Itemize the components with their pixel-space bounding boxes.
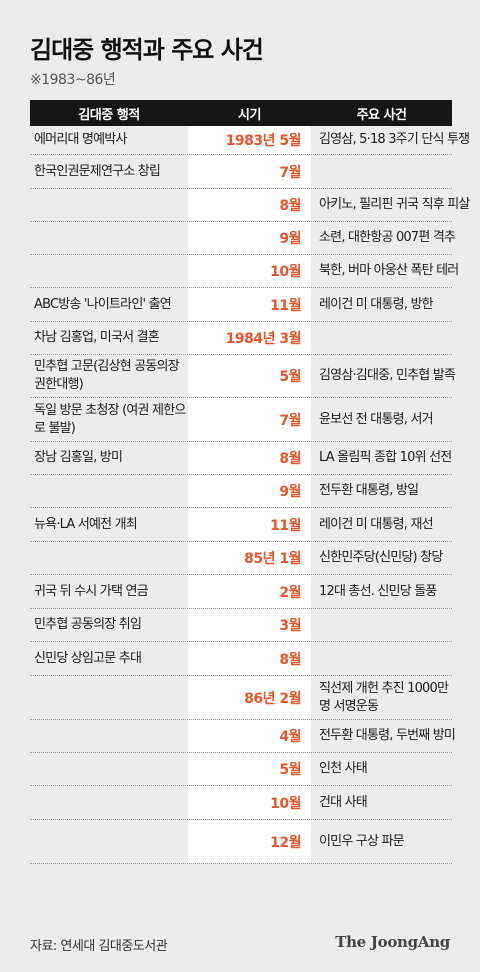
header-events: 주요 사건 xyxy=(356,107,407,123)
table-row: 10월 건대 사태 xyxy=(30,786,452,820)
row-event xyxy=(311,609,452,641)
table-row: 한국인권문제연구소 창립 7월 xyxy=(30,155,452,189)
row-period: 3월 xyxy=(188,609,311,641)
row-period: 7월 xyxy=(188,398,311,441)
table-row: 8월 아키노, 필리핀 귀국 직후 피살 xyxy=(30,189,470,222)
row-period: 12월 xyxy=(188,820,311,863)
row-activity: ABC방송 '나이트라인' 출연 xyxy=(34,296,172,312)
row-activity xyxy=(30,255,188,287)
row-period: 10월 xyxy=(188,786,311,819)
row-activity: 한국인권문제연구소 창립 xyxy=(34,163,161,179)
row-event: 북한, 버마 아웅산 폭탄 테러 xyxy=(319,263,459,278)
row-event: 건대 사태 xyxy=(319,794,368,810)
table-row: 차남 김홍업, 미국서 결혼 1984년 3월 xyxy=(30,322,452,355)
row-event xyxy=(311,642,452,675)
table-row: 85년 1월 신한민주당(신민당) 창당 xyxy=(30,542,452,575)
row-activity: 뉴욕·LA 서예전 개최 xyxy=(34,516,138,532)
table-row: 신민당 상임고문 추대 8월 xyxy=(30,642,452,676)
row-period: 8월 xyxy=(188,442,311,474)
row-period: 9월 xyxy=(188,222,311,254)
row-event xyxy=(311,322,452,354)
row-activity xyxy=(30,786,188,819)
row-activity: 신민당 상임고문 추대 xyxy=(34,650,142,666)
row-period: 8월 xyxy=(188,189,311,221)
row-event: 전두환 대통령, 두번째 방미 xyxy=(319,728,456,743)
row-activity: 귀국 뒤 수시 가택 연금 xyxy=(34,583,149,599)
row-period: 5월 xyxy=(188,355,311,397)
row-period: 1984년 3월 xyxy=(188,322,311,354)
table-row: 12월 이민우 구상 파문 xyxy=(30,820,452,864)
row-event xyxy=(311,155,452,188)
row-activity xyxy=(30,189,188,221)
row-activity: 장남 김홍일, 방미 xyxy=(34,450,123,465)
row-period: 1983년 5월 xyxy=(188,126,311,154)
publisher-logo: The JoongAng xyxy=(335,933,450,951)
row-period: 2월 xyxy=(188,575,311,608)
row-activity xyxy=(30,542,188,574)
table-row: 독일 방문 초청장 (여권 제한으로 불발) 7월 윤보선 전 대통령, 서거 xyxy=(30,398,452,442)
row-period: 11월 xyxy=(188,508,311,541)
table-row: 10월 북한, 버마 아웅산 폭탄 테러 xyxy=(30,255,459,288)
header-activity: 김대중 행적 xyxy=(78,107,140,123)
row-event: 레이건 미 대통령, 방한 xyxy=(319,296,434,312)
row-event: LA 올림픽 종합 10위 선전 xyxy=(319,450,452,465)
row-activity xyxy=(30,820,188,863)
row-activity: 차남 김홍업, 미국서 결혼 xyxy=(34,330,160,345)
row-activity: 민추협 공동의장 취임 xyxy=(34,617,142,632)
row-period: 11월 xyxy=(188,288,311,321)
row-event: 인천 사태 xyxy=(319,761,368,776)
table-row: ABC방송 '나이트라인' 출연 11월 레이건 미 대통령, 방한 xyxy=(30,288,452,322)
row-activity xyxy=(30,475,188,507)
table-row: 86년 2월 직선제 개헌 추진 1000만명 서명운동 xyxy=(30,676,452,720)
row-event: 직선제 개헌 추진 1000만명 서명운동 xyxy=(319,680,449,714)
table-row: 민추협 공동의장 취임 3월 xyxy=(30,609,452,642)
row-period: 9월 xyxy=(188,475,311,507)
row-event: 이민우 구상 파문 xyxy=(319,833,405,849)
row-activity xyxy=(30,222,188,254)
table-row: 4월 전두환 대통령, 두번째 방미 xyxy=(30,720,456,753)
row-period: 85년 1월 xyxy=(188,542,311,574)
row-period: 10월 xyxy=(188,255,311,287)
row-event: 아키노, 필리핀 귀국 직후 피살 xyxy=(319,197,470,212)
page-title: 김대중 행적과 주요 사건 xyxy=(30,36,264,64)
row-period: 4월 xyxy=(188,720,311,752)
row-activity: 민추협 고문(김상현 공동의장 권한대행) xyxy=(34,359,180,392)
row-event: 레이건 미 대통령, 재선 xyxy=(319,516,434,532)
source-credit: 자료: 연세대 김대중도서관 xyxy=(30,939,168,954)
row-activity xyxy=(30,676,188,719)
table-row: 민추협 고문(김상현 공동의장 권한대행) 5월 김영삼·김대중, 민추협 발족 xyxy=(30,355,456,398)
row-event: 소련, 대한항공 007편 격추 xyxy=(319,230,456,245)
header-period: 시기 xyxy=(238,107,261,123)
table-row: 5월 인천 사태 xyxy=(30,753,452,786)
row-event: 김영삼·김대중, 민추협 발족 xyxy=(319,368,456,383)
row-activity xyxy=(30,720,188,752)
row-period: 5월 xyxy=(188,753,311,785)
row-period: 7월 xyxy=(188,155,311,188)
row-event: 김영삼, 5·18 3주기 단식 투쟁 xyxy=(319,132,470,147)
page-subtitle: ※1983~86년 xyxy=(30,72,116,88)
row-activity xyxy=(30,753,188,785)
row-event: 신한민주당(신민당) 창당 xyxy=(319,550,443,565)
table-row: 9월 전두환 대통령, 방일 xyxy=(30,475,452,508)
row-activity: 독일 방문 초청장 (여권 제한으로 불발) xyxy=(34,402,186,436)
table-row: 9월 소련, 대한항공 007편 격추 xyxy=(30,222,456,255)
table-row: 장남 김홍일, 방미 8월 LA 올림픽 종합 10위 선전 xyxy=(30,442,452,475)
row-period: 8월 xyxy=(188,642,311,675)
row-period: 86년 2월 xyxy=(188,676,311,719)
row-event: 전두환 대통령, 방일 xyxy=(319,483,419,498)
table-row: 귀국 뒤 수시 가택 연금 2월 12대 총선. 신민당 돌풍 xyxy=(30,575,452,609)
timeline-table: 김대중 행적 시기 주요 사건 에머리대 명예박사 1983년 5월 김영삼, 5·… xyxy=(30,100,470,864)
row-activity: 에머리대 명예박사 xyxy=(34,132,127,147)
table-header: 김대중 행적 시기 주요 사건 xyxy=(30,100,452,126)
table-row: 에머리대 명예박사 1983년 5월 김영삼, 5·18 3주기 단식 투쟁 xyxy=(30,126,470,155)
table-row: 뉴욕·LA 서예전 개최 11월 레이건 미 대통령, 재선 xyxy=(30,508,452,542)
row-event: 12대 총선. 신민당 돌풍 xyxy=(319,583,437,599)
row-event: 윤보선 전 대통령, 서거 xyxy=(319,411,434,427)
